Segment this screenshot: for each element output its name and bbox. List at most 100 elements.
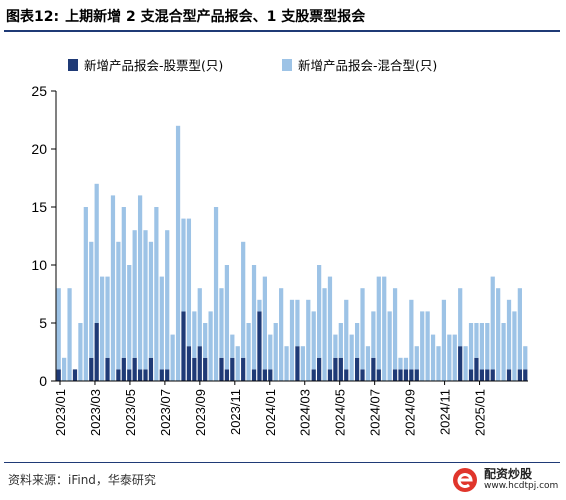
- y-axis: 0 5 10 15 20 25: [31, 83, 57, 389]
- bar-stock-63: [398, 369, 403, 381]
- bar-hybrid-80: [490, 276, 495, 370]
- bar-hybrid-26: [197, 288, 202, 347]
- x-tick-label: 2025/01: [473, 389, 488, 436]
- bar-stock-56: [360, 369, 365, 381]
- bar-hybrid-71: [441, 299, 447, 381]
- watermark-logo[interactable]: 配资炒股 www.hcdtpj.com: [452, 463, 562, 497]
- bar-hybrid-45: [300, 346, 305, 381]
- bar-hybrid-59: [376, 276, 381, 370]
- bar-stock-79: [485, 369, 490, 381]
- bar-stock-31: [224, 369, 230, 381]
- bar-hybrid-62: [392, 288, 398, 370]
- bar-hybrid-61: [387, 311, 392, 381]
- figure-number: 图表12:: [6, 9, 60, 25]
- logo-e-icon: [453, 468, 477, 492]
- bar-hybrid-10: [110, 195, 116, 381]
- bar-stock-38: [262, 369, 267, 381]
- bar-hybrid-43: [289, 299, 295, 381]
- source-divider: [4, 462, 560, 463]
- bar-stock-13: [127, 369, 132, 381]
- bar-hybrid-18: [154, 207, 159, 381]
- bar-hybrid-49: [322, 288, 327, 381]
- y-tick-label: 25: [31, 83, 47, 99]
- bar-hybrid-55: [354, 323, 360, 358]
- bar-stock-85: [517, 369, 522, 381]
- bar-hybrid-9: [105, 276, 110, 358]
- bar-hybrid-5: [83, 207, 88, 381]
- bar-hybrid-22: [175, 125, 181, 381]
- bar-hybrid-66: [414, 346, 419, 370]
- x-tick-label: 2024/11: [438, 389, 453, 435]
- bar-hybrid-31: [224, 265, 230, 370]
- bar-stock-48: [317, 357, 322, 381]
- bar-stock-59: [376, 369, 381, 381]
- bar-hybrid-58: [371, 311, 376, 358]
- bar-hybrid-17: [148, 241, 154, 358]
- x-tick-label: 2024/07: [368, 389, 383, 436]
- bar-hybrid-38: [262, 276, 267, 370]
- bar-hybrid-70: [436, 346, 441, 381]
- bar-stock-26: [197, 346, 202, 381]
- legend-label-0: 新增产品报会-股票型(只): [84, 58, 223, 73]
- bar-stock-50: [327, 369, 333, 381]
- bar-stock-16: [143, 369, 148, 381]
- bar-hybrid-0: [56, 288, 61, 370]
- bar-hybrid-54: [349, 334, 354, 381]
- bar-stock-19: [159, 369, 164, 381]
- bar-hybrid-47: [311, 311, 316, 370]
- legend-swatch-1: [282, 59, 292, 71]
- bar-stock-6: [89, 357, 94, 381]
- bar-hybrid-39: [268, 334, 273, 370]
- bar-stock-53: [344, 369, 349, 381]
- bar-hybrid-82: [501, 323, 506, 381]
- bar-hybrid-74: [458, 288, 463, 347]
- bar-stock-39: [268, 369, 273, 381]
- bar-stock-77: [474, 357, 479, 381]
- bar-stock-15: [137, 369, 143, 381]
- x-tick-label: 2023/03: [88, 389, 103, 436]
- bar-hybrid-67: [420, 311, 425, 381]
- bar-stock-76: [468, 369, 474, 381]
- bar-hybrid-42: [284, 346, 289, 381]
- bar-hybrid-19: [159, 276, 164, 370]
- bar-hybrid-84: [512, 311, 517, 381]
- legend: 新增产品报会-股票型(只) 新增产品报会-混合型(只): [68, 58, 437, 73]
- bar-hybrid-32: [230, 334, 235, 358]
- bar-hybrid-69: [430, 334, 436, 381]
- bar-stock-58: [371, 357, 376, 381]
- bar-hybrid-27: [203, 323, 208, 358]
- bar-hybrid-33: [235, 346, 240, 381]
- bar-stock-74: [458, 346, 463, 381]
- bar-hybrid-48: [317, 265, 322, 358]
- bar-hybrid-13: [127, 265, 132, 370]
- bar-stock-27: [203, 357, 208, 381]
- bar-hybrid-56: [360, 288, 365, 370]
- logo-name: 配资炒股: [484, 467, 533, 481]
- bar-stock-83: [506, 369, 512, 381]
- bar-hybrid-76: [468, 323, 474, 370]
- y-tick-label: 15: [31, 199, 47, 215]
- bar-hybrid-78: [479, 323, 484, 370]
- bar-hybrid-12: [121, 207, 126, 358]
- logo-url: www.hcdtpj.com: [484, 481, 559, 491]
- bar-hybrid-63: [398, 357, 403, 370]
- y-tick-label: 20: [31, 141, 47, 157]
- bar-stock-65: [409, 369, 414, 381]
- bar-hybrid-72: [447, 334, 452, 381]
- x-tick-label: 2024/01: [263, 389, 278, 436]
- bar-stock-12: [121, 357, 126, 381]
- x-tick-label: 2023/11: [228, 389, 243, 435]
- bar-stock-66: [414, 369, 419, 381]
- bar-stock-86: [523, 369, 528, 381]
- stacked-bar-chart: 新增产品报会-股票型(只) 新增产品报会-混合型(只) 0 5 10 15 20 25 20…: [31, 58, 528, 436]
- bar-stock-0: [56, 369, 61, 381]
- bar-stock-23: [181, 311, 186, 381]
- bar-stock-9: [105, 357, 110, 381]
- figure-title: 上期新增 2 支混合型产品报会、1 支股票型报会: [65, 9, 366, 25]
- bar-hybrid-53: [344, 299, 349, 370]
- bar-hybrid-85: [517, 288, 522, 370]
- bar-stock-17: [148, 357, 154, 381]
- bar-stock-64: [403, 369, 409, 381]
- bar-hybrid-25: [192, 311, 197, 358]
- bar-hybrid-14: [132, 230, 137, 358]
